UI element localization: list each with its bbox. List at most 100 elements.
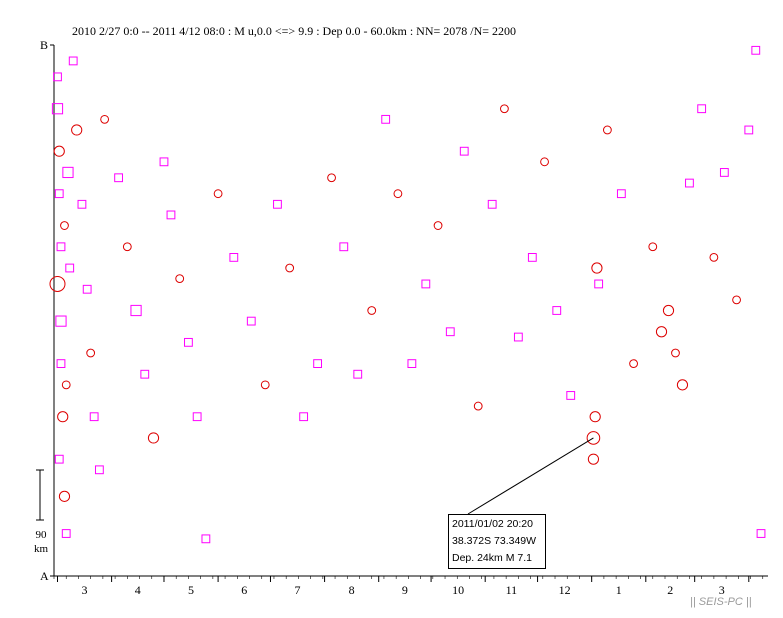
profile-end-a-label: A [40, 569, 49, 583]
event-circle [586, 431, 601, 445]
event-square [459, 146, 469, 156]
callout-leader-line [467, 437, 594, 515]
x-tick-label: 8 [349, 583, 355, 597]
software-watermark: || SEIS-PC || [690, 596, 752, 608]
event-circle [587, 453, 600, 465]
event-circle [629, 359, 638, 369]
event-square [594, 279, 604, 289]
event-callout: 2011/01/02 20:20 38.372S 73.349W Dep. 24… [448, 514, 546, 569]
event-circle [147, 432, 160, 444]
event-square [229, 253, 239, 262]
event-square [756, 529, 766, 538]
event-square [89, 412, 99, 422]
event-square [566, 391, 576, 400]
chart-title: 2010 2/27 0:0 -- 2011 4/12 08:0 : M u,0.… [72, 24, 517, 38]
event-circle [61, 380, 71, 390]
event-square [273, 199, 282, 209]
event-circle [591, 262, 603, 274]
x-tick-label: 4 [135, 583, 141, 597]
event-square [527, 253, 537, 262]
x-tick-label: 1 [616, 583, 622, 597]
event-circle [732, 295, 741, 305]
event-circle [540, 157, 549, 167]
event-square [299, 412, 309, 422]
event-circle [213, 189, 223, 199]
event-circle [473, 401, 483, 411]
event-square [82, 284, 92, 294]
event-circle [327, 173, 336, 183]
event-square [192, 412, 202, 422]
event-circle [175, 274, 185, 284]
event-square [140, 369, 150, 379]
event-circle [671, 348, 680, 358]
event-circle [53, 145, 65, 157]
event-square [552, 306, 562, 315]
event-square [61, 529, 71, 538]
event-circle [71, 124, 83, 136]
callout-leader [467, 437, 594, 515]
event-square [159, 157, 169, 167]
callout-depth-magnitude: Dep. 24km M 7.1 [452, 552, 532, 564]
event-square [55, 315, 67, 327]
event-square [697, 104, 707, 114]
event-circle [648, 242, 658, 252]
event-square [65, 263, 75, 273]
event-square [381, 114, 391, 124]
event-square [56, 359, 66, 369]
event-circle [589, 411, 601, 423]
profile-end-b-label: B [40, 38, 49, 52]
event-square [421, 279, 431, 289]
event-square [184, 337, 193, 347]
x-tick-label: 3 [82, 583, 88, 597]
event-square [513, 332, 523, 342]
scale-unit: km [34, 543, 49, 555]
event-square [313, 359, 323, 369]
x-tick-label: 12 [559, 583, 571, 597]
event-circle [60, 221, 69, 230]
event-square [62, 166, 74, 179]
event-square [53, 72, 62, 82]
x-tick-label: 10 [452, 583, 464, 597]
scale-value: 90 [35, 529, 47, 541]
x-tick-label: 11 [506, 583, 518, 597]
event-square [201, 534, 211, 544]
event-square [616, 189, 626, 199]
event-square [246, 316, 256, 326]
event-square [51, 103, 64, 115]
event-square [94, 465, 104, 475]
x-tick-label: 7 [295, 583, 301, 597]
event-square [114, 173, 123, 183]
event-square [719, 168, 729, 177]
event-square [744, 125, 754, 135]
event-square [685, 178, 694, 188]
event-circle [367, 306, 377, 315]
x-tick-label: 3 [719, 583, 725, 597]
event-square [77, 199, 87, 209]
event-square [56, 242, 66, 252]
event-circle [499, 104, 509, 114]
x-tick-label: 5 [188, 583, 194, 597]
event-circle [602, 125, 612, 135]
event-square [54, 189, 64, 199]
event-circle [58, 490, 71, 502]
event-square [445, 327, 455, 337]
event-square [407, 359, 417, 369]
scale-bar-label: 90 km [34, 528, 48, 556]
event-circle [676, 379, 689, 391]
event-circle [86, 348, 96, 358]
event-circle [122, 242, 132, 252]
event-circle [655, 326, 668, 338]
event-circle [709, 253, 719, 262]
callout-datetime: 2011/01/02 20:20 [452, 518, 533, 530]
event-circle [57, 411, 69, 423]
x-tick-label: 9 [402, 583, 408, 597]
event-circle [433, 221, 443, 230]
plot-marks [49, 45, 766, 544]
event-square [166, 210, 176, 220]
plot-frame [36, 44, 768, 577]
event-square [751, 45, 761, 55]
event-square [68, 56, 78, 66]
event-square [130, 304, 142, 317]
event-square [54, 454, 64, 464]
